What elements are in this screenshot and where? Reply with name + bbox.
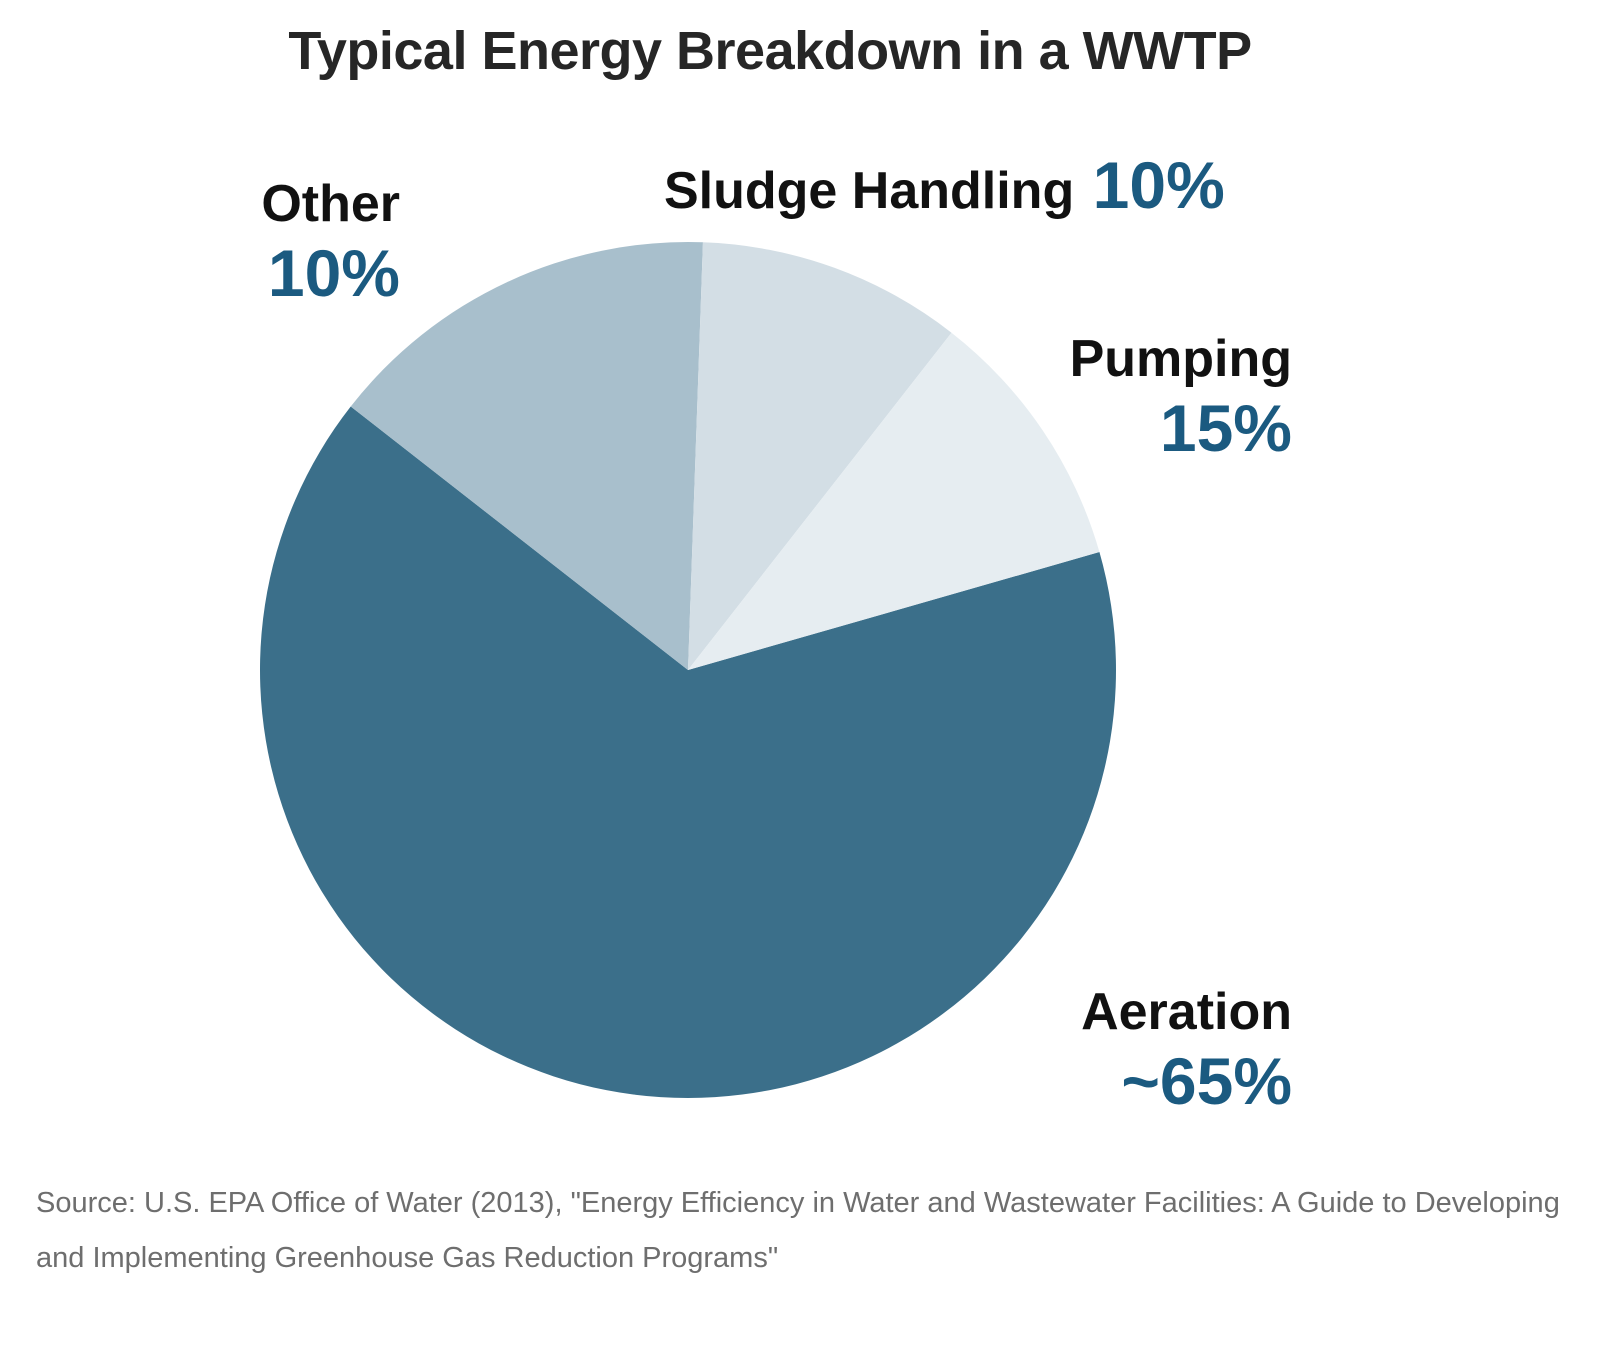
chart-title: Typical Energy Breakdown in a WWTP xyxy=(288,21,1252,81)
pie-slice-aeration xyxy=(259,406,1116,1099)
slice-percent-other: 10% xyxy=(267,236,400,310)
slice-percent-aeration: ~65% xyxy=(1121,1044,1292,1118)
slice-name-other: Other xyxy=(261,175,400,233)
slice-label-other: Other 10% xyxy=(250,178,400,306)
slice-name-sludge-handling: Sludge Handling xyxy=(664,162,1075,220)
slice-percent-pumping: 15% xyxy=(1159,391,1292,465)
pie-slice-pumping xyxy=(350,241,703,670)
slice-percent-sludge-handling: 10% xyxy=(1092,148,1225,222)
slice-name-pumping: Pumping xyxy=(1069,330,1292,388)
source-note: Source: U.S. EPA Office of Water (2013),… xyxy=(36,1187,1560,1274)
slice-label-aeration: Aeration ~65% xyxy=(1040,986,1292,1114)
pie-slice-sludge-handling xyxy=(688,242,952,670)
slice-name-aeration: Aeration xyxy=(1081,983,1292,1041)
slice-label-pumping: Pumping 15% xyxy=(1030,333,1292,461)
pie-slice-other xyxy=(688,332,1100,670)
slice-label-sludge-handling: Sludge Handling 10% xyxy=(664,152,1225,218)
pie-slices xyxy=(259,241,1116,1099)
